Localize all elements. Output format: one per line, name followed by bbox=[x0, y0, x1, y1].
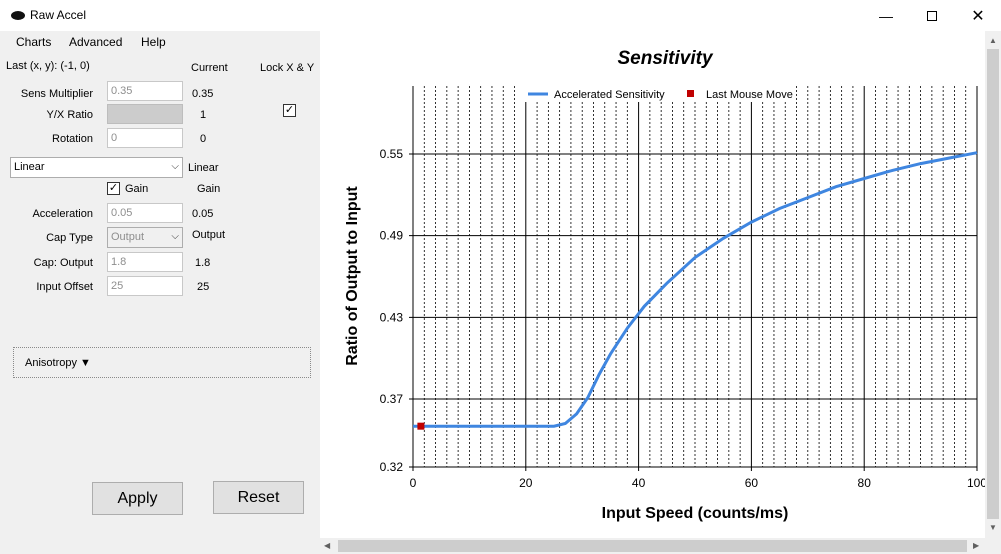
vertical-scrollbar[interactable]: ▲ ▼ bbox=[985, 31, 1001, 538]
gain-checkbox[interactable]: ✓ bbox=[107, 182, 120, 195]
cap-type-current: Output bbox=[192, 229, 226, 241]
input-offset-input[interactable]: 25 bbox=[107, 276, 183, 296]
y-tick-label: 0.43 bbox=[380, 310, 404, 324]
anisotropy-toggle[interactable]: Anisotropy ▼ bbox=[25, 357, 91, 369]
y-tick-label: 0.55 bbox=[380, 147, 404, 161]
chart-area: 0 20 40 60 80 100 0.32 0.37 0.43 0.49 0.55 Sensitiv… bbox=[320, 31, 987, 538]
menu-advanced[interactable]: Advanced bbox=[69, 35, 123, 49]
title-bar: Raw Accel — ✕ bbox=[0, 0, 1001, 31]
chevron-down-icon: ⌵ bbox=[171, 231, 179, 242]
y-tick-label: 0.37 bbox=[380, 392, 404, 406]
legend-label-accelerated-sensitivity: Accelerated Sensitivity bbox=[554, 89, 665, 101]
sens-multiplier-label: Sens Multiplier bbox=[20, 88, 93, 100]
scroll-up-icon[interactable]: ▲ bbox=[989, 36, 997, 45]
horizontal-scrollbar[interactable]: ◀ ▶ bbox=[320, 538, 985, 554]
maximize-button[interactable] bbox=[909, 0, 955, 31]
accel-type-value: Linear bbox=[14, 161, 45, 173]
app-mouse-icon bbox=[11, 11, 25, 20]
y-axis-label: Ratio of Output to Input bbox=[344, 186, 361, 366]
acceleration-input[interactable]: 0.05 bbox=[107, 203, 183, 223]
window-title: Raw Accel bbox=[30, 8, 87, 22]
cap-type-select[interactable]: Output ⌵ bbox=[107, 227, 183, 248]
rotation-current: 0 bbox=[200, 133, 207, 145]
gain-current: Gain bbox=[197, 183, 221, 195]
current-header: Current bbox=[191, 62, 228, 74]
horizontal-scroll-thumb[interactable] bbox=[338, 540, 967, 552]
x-tick-label: 80 bbox=[858, 476, 872, 490]
accel-type-select[interactable]: Linear ⌵ bbox=[10, 157, 183, 178]
legend-label-last-mouse-move: Last Mouse Move bbox=[706, 89, 793, 101]
cap-type-value: Output bbox=[111, 231, 145, 243]
series-line-accelerated-sensitivity bbox=[413, 151, 978, 428]
yx-ratio-current: 1 bbox=[200, 109, 207, 121]
minimize-icon: — bbox=[879, 7, 893, 24]
scroll-right-icon[interactable]: ▶ bbox=[973, 541, 980, 550]
last-mouse-move-marker bbox=[417, 422, 425, 430]
sens-multiplier-input[interactable]: 0.35 bbox=[107, 81, 183, 101]
sens-multiplier-current: 0.35 bbox=[192, 88, 214, 100]
legend-marker-swatch bbox=[687, 90, 694, 97]
x-tick-label: 20 bbox=[519, 476, 533, 490]
acceleration-current: 0.05 bbox=[192, 208, 214, 220]
accel-type-current: Linear bbox=[188, 162, 219, 174]
menu-bar bbox=[0, 31, 320, 55]
vertical-scroll-thumb[interactable] bbox=[987, 49, 999, 519]
y-tick-label: 0.32 bbox=[380, 460, 404, 474]
anisotropy-group[interactable]: Anisotropy ▼ bbox=[13, 347, 311, 378]
menu-charts[interactable]: Charts bbox=[16, 35, 52, 49]
chevron-down-icon: ⌵ bbox=[171, 161, 179, 172]
menu-help[interactable]: Help bbox=[141, 35, 166, 49]
reset-button[interactable]: Reset bbox=[213, 481, 304, 514]
cap-type-label: Cap Type bbox=[46, 232, 93, 244]
rotation-input[interactable]: 0 bbox=[107, 128, 183, 148]
cap-output-input[interactable]: 1.8 bbox=[107, 252, 183, 272]
cap-output-current: 1.8 bbox=[195, 257, 211, 269]
lock-xy-header: Lock X & Y bbox=[260, 62, 315, 74]
x-axis-label: Input Speed (counts/ms) bbox=[602, 505, 789, 522]
cap-output-label: Cap: Output bbox=[33, 257, 93, 269]
scroll-down-icon[interactable]: ▼ bbox=[989, 523, 997, 532]
x-tick-label: 100 bbox=[967, 476, 985, 490]
rotation-label: Rotation bbox=[52, 133, 93, 145]
scroll-corner bbox=[985, 538, 1001, 554]
scroll-left-icon[interactable]: ◀ bbox=[324, 541, 331, 550]
close-icon: ✕ bbox=[971, 7, 985, 25]
lock-xy-checkbox[interactable]: ✓ bbox=[283, 104, 296, 117]
close-button[interactable]: ✕ bbox=[955, 0, 1001, 31]
gain-label: Gain bbox=[125, 183, 149, 195]
apply-button[interactable]: Apply bbox=[92, 482, 183, 515]
legend-background bbox=[525, 86, 795, 102]
chart-title: Sensitivity bbox=[617, 48, 713, 69]
sensitivity-chart: 0 20 40 60 80 100 0.32 0.37 0.43 0.49 0.55 Sensitiv… bbox=[344, 48, 987, 522]
acceleration-label: Acceleration bbox=[32, 208, 93, 220]
minimize-button[interactable]: — bbox=[863, 0, 909, 31]
x-tick-label: 60 bbox=[745, 476, 759, 490]
maximize-icon bbox=[927, 10, 937, 21]
yx-ratio-input[interactable] bbox=[107, 104, 183, 124]
last-xy-label: Last (x, y): (-1, 0) bbox=[6, 60, 90, 72]
x-tick-label: 0 bbox=[410, 476, 417, 490]
input-offset-label: Input Offset bbox=[36, 281, 93, 293]
yx-ratio-label: Y/X Ratio bbox=[46, 109, 93, 121]
input-offset-current: 25 bbox=[197, 281, 210, 293]
x-tick-label: 40 bbox=[632, 476, 646, 490]
y-tick-label: 0.49 bbox=[380, 229, 404, 243]
